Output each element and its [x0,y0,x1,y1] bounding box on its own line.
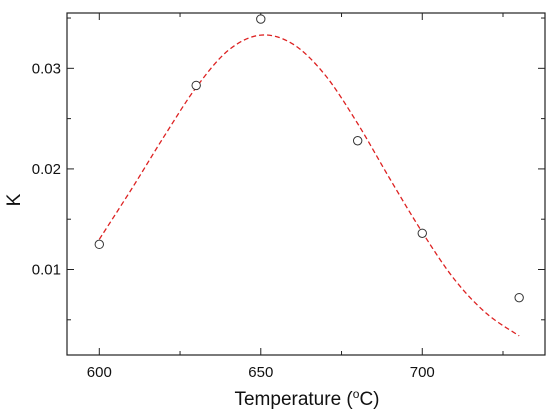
data-point-marker [94,239,104,250]
tick-labels: 600 650 700 0.01 0.02 0.03 [32,60,435,381]
data-points [94,14,524,303]
data-point-marker [417,228,427,238]
data-point-marker [256,14,266,24]
y-axis-title: K [4,193,25,206]
data-point-marker [191,80,201,91]
y-tick-label: 0.03 [32,60,61,77]
plot-frame [66,12,546,356]
x-tick-label: 700 [410,364,435,381]
axis-ticks [67,13,545,355]
y-tick-label: 0.01 [32,262,61,279]
x-tick-label: 650 [248,364,273,381]
y-tick-label: 0.02 [32,161,61,178]
x-axis-title: Temperature (oC) [234,387,379,410]
data-point-marker [514,292,524,303]
x-tick-label: 600 [87,364,112,381]
fit-curve [98,34,520,337]
data-point-marker [352,136,363,146]
